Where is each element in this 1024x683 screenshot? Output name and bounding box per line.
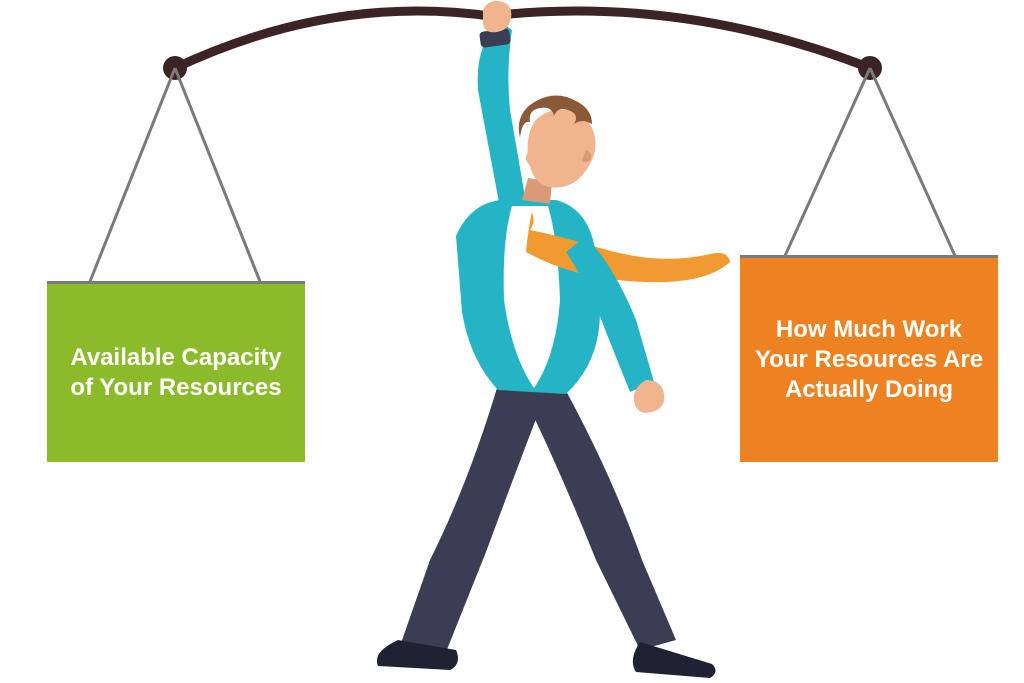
left-box-label: Available Capacity of Your Resources [61, 343, 291, 403]
front-leg [377, 378, 548, 670]
right-box-label: How Much Work Your Resources Are Actuall… [754, 315, 984, 405]
raised-arm [478, 1, 528, 214]
right-strings [740, 68, 998, 258]
right-box: How Much Work Your Resources Are Actuall… [740, 258, 998, 462]
back-leg [522, 380, 716, 678]
left-box: Available Capacity of Your Resources [47, 284, 305, 462]
left-strings [47, 68, 305, 284]
balance-infographic: Available Capacity of Your Resources How… [0, 0, 1024, 683]
scale-beam [163, 11, 882, 80]
person-illustration [377, 1, 730, 678]
head [519, 95, 596, 187]
